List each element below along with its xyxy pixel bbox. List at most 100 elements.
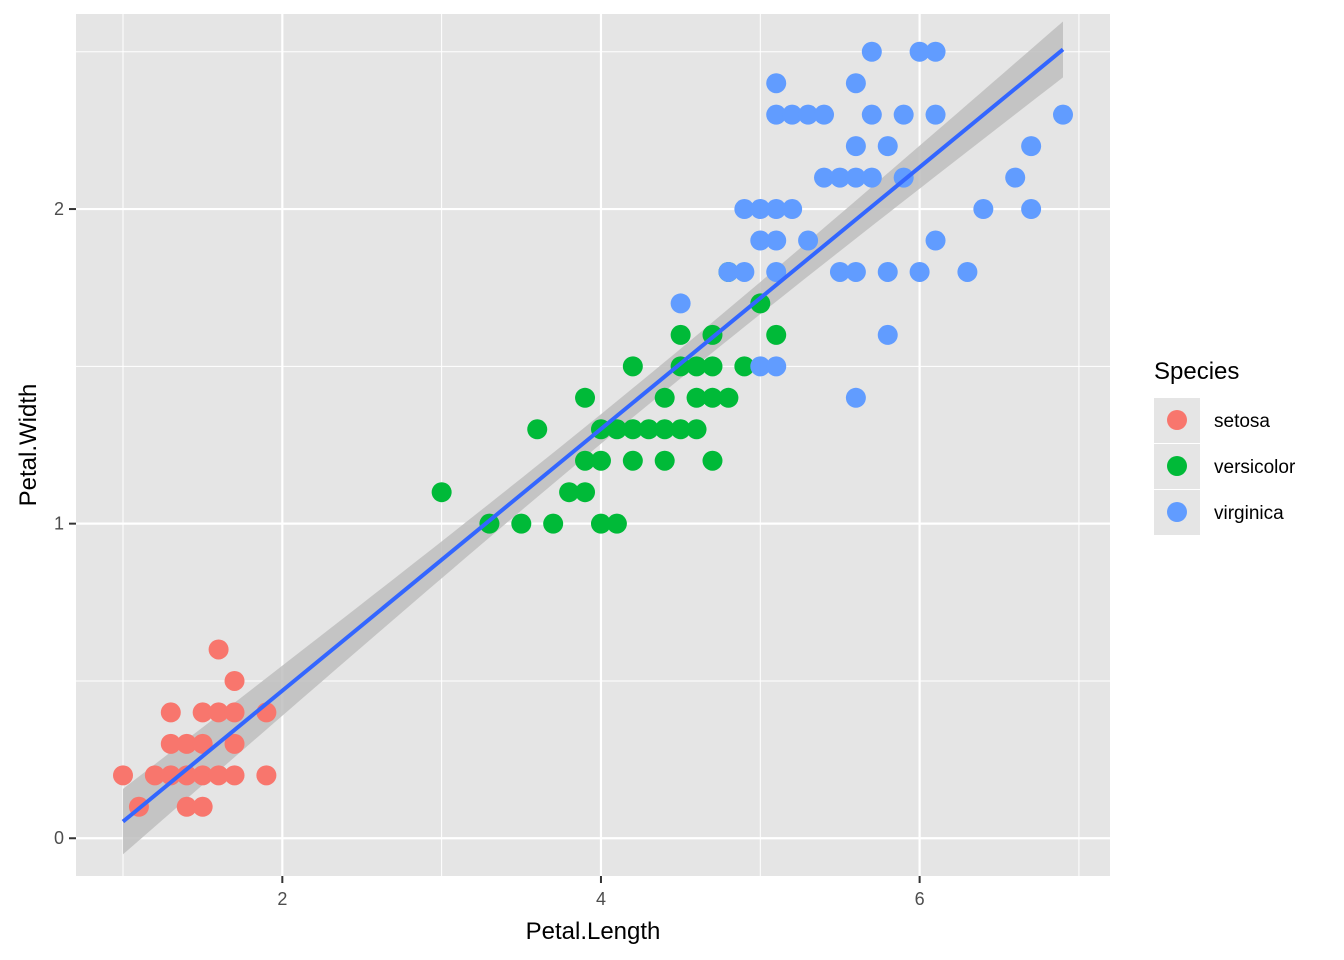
y-axis-title: Petal.Width [15, 384, 42, 507]
point-versicolor [575, 387, 596, 408]
point-virginica [782, 199, 803, 220]
point-virginica [861, 104, 882, 125]
point-versicolor [543, 513, 564, 534]
legend-label-setosa: setosa [1214, 411, 1270, 432]
y-tick-label: 2 [54, 199, 64, 219]
point-setosa [144, 765, 165, 786]
point-versicolor [590, 450, 611, 471]
legend-key-virginica [1167, 502, 1187, 522]
x-tick-label: 6 [915, 889, 925, 909]
point-virginica [734, 199, 755, 220]
point-versicolor [686, 387, 707, 408]
point-versicolor [654, 450, 675, 471]
point-virginica [925, 41, 946, 62]
point-virginica [877, 261, 898, 282]
point-setosa [192, 796, 213, 817]
point-virginica [1021, 136, 1042, 157]
legend-key-versicolor [1167, 456, 1187, 476]
point-virginica [909, 261, 930, 282]
point-versicolor [718, 387, 739, 408]
point-versicolor [702, 450, 723, 471]
point-virginica [845, 387, 866, 408]
point-virginica [766, 73, 787, 94]
point-versicolor [590, 513, 611, 534]
y-tick-label: 1 [54, 514, 64, 534]
point-setosa [160, 702, 181, 723]
point-versicolor [622, 356, 643, 377]
point-virginica [829, 167, 850, 188]
point-setosa [113, 765, 133, 786]
point-versicolor [606, 419, 627, 440]
point-setosa [176, 733, 197, 754]
point-versicolor [686, 419, 707, 440]
point-virginica [750, 230, 771, 251]
point-virginica [861, 41, 882, 62]
point-setosa [208, 702, 229, 723]
point-virginica [718, 261, 739, 282]
point-versicolor [431, 482, 452, 503]
point-versicolor [511, 513, 532, 534]
point-versicolor [654, 387, 675, 408]
point-virginica [814, 104, 835, 125]
point-setosa [160, 733, 181, 754]
point-versicolor [670, 419, 691, 440]
x-tick-label: 4 [596, 889, 606, 909]
point-setosa [224, 733, 245, 754]
point-setosa [192, 702, 213, 723]
point-versicolor [638, 419, 659, 440]
point-virginica [845, 261, 866, 282]
point-versicolor [686, 356, 707, 377]
point-setosa [224, 765, 245, 786]
legend-label-versicolor: versicolor [1214, 457, 1296, 478]
point-virginica [845, 167, 866, 188]
point-virginica [814, 167, 835, 188]
legend: Species setosa versicolor virginica [1154, 358, 1296, 535]
point-virginica [925, 104, 946, 125]
point-virginica [1053, 104, 1073, 125]
point-virginica [798, 230, 819, 251]
point-setosa [224, 702, 245, 723]
point-virginica [877, 324, 898, 345]
point-versicolor [750, 293, 771, 314]
point-virginica [845, 136, 866, 157]
point-virginica [798, 104, 819, 125]
point-versicolor [527, 419, 548, 440]
point-virginica [877, 136, 898, 157]
x-tick-label: 2 [277, 889, 287, 909]
point-virginica [766, 230, 787, 251]
point-versicolor [575, 482, 596, 503]
point-setosa [192, 765, 213, 786]
point-setosa [192, 733, 213, 754]
points-layer [113, 41, 1073, 817]
point-versicolor [670, 324, 691, 345]
point-virginica [734, 261, 755, 282]
point-versicolor [702, 387, 723, 408]
point-virginica [766, 356, 787, 377]
point-versicolor [734, 356, 755, 377]
point-virginica [1021, 199, 1042, 220]
point-versicolor [559, 482, 580, 503]
grid-major [76, 14, 1110, 876]
point-virginica [766, 199, 787, 220]
point-virginica [973, 199, 994, 220]
point-virginica [750, 356, 771, 377]
legend-label-virginica: virginica [1214, 503, 1284, 524]
point-virginica [766, 261, 787, 282]
point-versicolor [622, 419, 643, 440]
point-versicolor [622, 450, 643, 471]
point-versicolor [702, 356, 723, 377]
y-tick-label: 0 [54, 828, 64, 848]
point-virginica [766, 104, 787, 125]
point-setosa [208, 639, 229, 660]
point-versicolor [766, 324, 787, 345]
point-virginica [1005, 167, 1026, 188]
point-setosa [176, 796, 197, 817]
legend-title: Species [1154, 358, 1239, 385]
point-versicolor [575, 450, 596, 471]
point-virginica [670, 293, 691, 314]
point-setosa [176, 765, 197, 786]
point-virginica [829, 261, 850, 282]
point-versicolor [654, 419, 675, 440]
axes: 2 4 6 0 1 2 [54, 199, 925, 909]
